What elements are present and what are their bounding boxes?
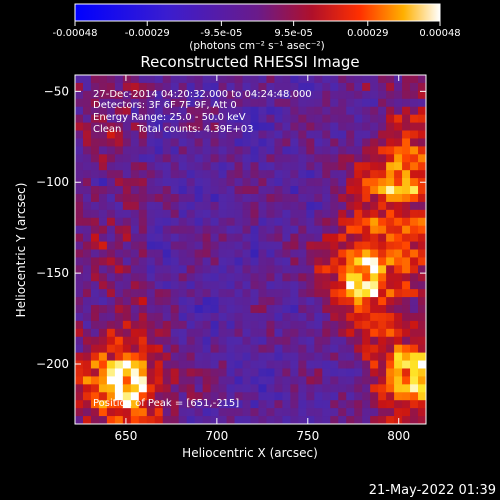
x-tick-label: 650: [114, 429, 137, 443]
annotation-detectors: Detectors: 3F 6F 7F 9F, Att 0: [93, 100, 237, 111]
colorbar: -0.00048 -0.00029 -9.5e-05 9.5e-05 0.00029 0.…: [53, 3, 461, 52]
colorbar-tick-label: 0.00029: [347, 28, 388, 39]
annotation-clean-counts: Clean Total counts: 4.39E+03: [93, 124, 253, 135]
y-tick-label: −100: [36, 175, 69, 189]
colorbar-tick-label: 0.00048: [419, 28, 460, 39]
x-tick-label: 750: [296, 429, 319, 443]
colorbar-tick-label: -0.00029: [125, 28, 170, 39]
colorbar-tick-label: -0.00048: [53, 28, 98, 39]
y-tick-label: −50: [44, 84, 69, 98]
annotation-peak-position: Position of Peak = [651,-215]: [93, 398, 239, 409]
annotations: 27-Dec-2014 04:20:32.000 to 04:24:48.000…: [93, 89, 312, 409]
annotation-energy-range: Energy Range: 25.0 - 50.0 keV: [93, 112, 246, 123]
plot-frame: [74, 74, 427, 425]
annotation-time-range: 27-Dec-2014 04:20:32.000 to 04:24:48.000: [93, 89, 312, 100]
y-tick-label: −200: [36, 357, 69, 371]
y-tick-label: −150: [36, 266, 69, 280]
y-axis-label: Heliocentric Y (arcsec): [14, 183, 28, 318]
colorbar-tick-label: 9.5e-05: [274, 28, 312, 39]
colorbar-tick-label: -9.5e-05: [200, 28, 242, 39]
heatmap-image: [75, 75, 426, 424]
x-tick-label: 800: [387, 429, 410, 443]
x-axis-label: Heliocentric X (arcsec): [182, 446, 318, 460]
colorbar-strip: [74, 3, 441, 22]
colorbar-unit-label: (photons cm⁻² s⁻¹ asec⁻²): [189, 40, 324, 52]
plot-area: 650 700 750 800 −50 −100 −150 −200: [36, 74, 427, 443]
chart-title: Reconstructed RHESSI Image: [140, 53, 359, 71]
timestamp: 21-May-2022 01:39: [369, 483, 496, 498]
x-tick-label: 700: [205, 429, 228, 443]
